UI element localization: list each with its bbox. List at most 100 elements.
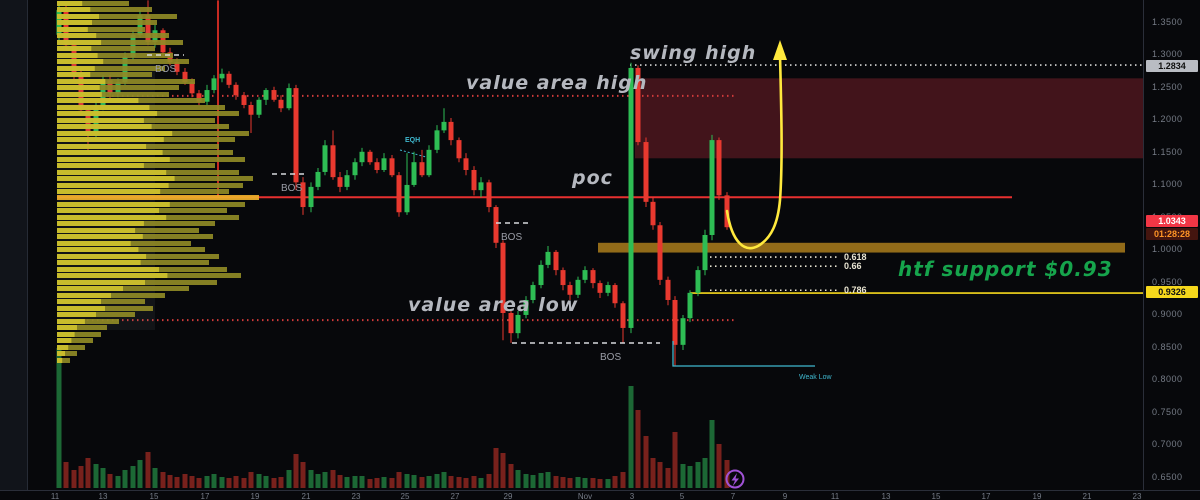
- profile-row-bright: [57, 234, 143, 239]
- poc-annotation[interactable]: poc: [572, 167, 613, 189]
- time-tick: 27: [450, 492, 460, 500]
- volume-bar: [575, 477, 581, 488]
- time-tick: 5: [679, 492, 685, 500]
- profile-row-bright: [57, 273, 168, 278]
- profile-row-bright: [57, 267, 159, 272]
- candle-body: [657, 225, 663, 280]
- htf-support-annotation[interactable]: htf support $0.93: [898, 257, 1113, 281]
- price-tick: 1.2000: [1152, 114, 1183, 125]
- volume-bar: [665, 468, 671, 488]
- volume-bar: [93, 464, 99, 488]
- candle-body: [337, 177, 343, 187]
- price-axis[interactable]: 1.35001.30001.25001.20001.15001.10001.05…: [1143, 0, 1200, 490]
- price-tick: 0.8000: [1152, 374, 1183, 385]
- profile-row-bright: [57, 228, 136, 233]
- volume-bar: [174, 477, 180, 488]
- profile-row-bright: [57, 351, 65, 356]
- volume-bar: [100, 468, 106, 488]
- volume-bar: [263, 476, 269, 488]
- time-tick: Nov: [577, 492, 593, 500]
- profile-row: [57, 332, 101, 337]
- fib-label: 0.618: [844, 252, 867, 262]
- profile-row-bright: [57, 111, 158, 116]
- price-tick: 0.6500: [1152, 471, 1183, 482]
- volume-bar: [508, 464, 514, 488]
- profile-row-bright: [57, 72, 91, 77]
- weak-low-marker[interactable]: Weak Low: [672, 341, 832, 381]
- profile-row: [57, 79, 195, 84]
- volume-bar: [620, 472, 626, 488]
- time-axis[interactable]: 11 13 15 17 19 21 23 25 27 29 Nov 3 5 7 9 11 13 15 17 19 21 2…: [0, 490, 1200, 500]
- volume-bar: [396, 472, 402, 488]
- candle-body: [174, 62, 180, 72]
- volume-bar: [322, 472, 328, 488]
- arrow-curve: [725, 52, 783, 250]
- eqh-label: EQH: [405, 137, 420, 144]
- candle-body: [545, 251, 551, 265]
- price-tick: 0.9000: [1152, 309, 1183, 320]
- candle-body: [508, 312, 514, 334]
- bos-marker[interactable]: BOS: [512, 342, 660, 363]
- support-price-label[interactable]: 0.9326: [1146, 286, 1198, 298]
- boost-badge-icon[interactable]: [725, 469, 745, 489]
- volume-bar: [204, 476, 210, 488]
- volume-bar: [635, 410, 641, 488]
- volume-bar: [130, 466, 136, 488]
- profile-row-bright: [57, 20, 92, 25]
- profile-row-bright: [57, 189, 161, 194]
- profile-row-bright: [57, 319, 85, 324]
- profile-row-bright: [57, 79, 106, 84]
- eqh-marker[interactable]: EQH: [399, 137, 427, 158]
- volume-bar: [716, 444, 722, 488]
- volume-bar: [56, 348, 62, 488]
- bos-label: BOS: [281, 183, 302, 194]
- bos-marker[interactable]: BOS: [147, 54, 184, 75]
- volume-bar: [330, 470, 336, 488]
- time-tick: 25: [400, 492, 410, 500]
- profile-row: [57, 33, 169, 38]
- candle-body: [233, 84, 239, 96]
- volume-bar: [271, 478, 277, 488]
- demand-band[interactable]: [598, 242, 1125, 253]
- profile-row-bright: [57, 53, 98, 58]
- price-tick: 0.9500: [1152, 276, 1183, 287]
- bos-marker[interactable]: BOS: [496, 222, 528, 243]
- volume-bar: [78, 466, 84, 488]
- value-area-high-annotation[interactable]: value area high: [466, 72, 648, 94]
- volume-bar: [167, 475, 173, 488]
- profile-row: [57, 85, 179, 90]
- volume-bar: [419, 477, 425, 488]
- profile-row-bright: [57, 247, 139, 252]
- price-tick: 1.1500: [1152, 146, 1183, 157]
- volume-bar: [672, 432, 678, 488]
- volume-bar: [256, 474, 262, 488]
- last-price-label[interactable]: 1.0343: [1146, 215, 1198, 227]
- value-area-low-annotation[interactable]: value area low: [408, 294, 579, 316]
- volume-bar: [308, 470, 314, 488]
- projection-arrow[interactable]: [725, 40, 787, 250]
- time-tick: 13: [881, 492, 891, 500]
- candle-body: [211, 78, 217, 91]
- profile-row-bright: [57, 170, 167, 175]
- swing-high-price-label[interactable]: 1.2834: [1146, 60, 1198, 72]
- bos-marker[interactable]: BOS: [272, 173, 308, 194]
- candle-body: [709, 140, 715, 235]
- eqh-dashed-line: [399, 149, 427, 158]
- volume-bar: [590, 478, 596, 488]
- left-edge-strip: [0, 0, 28, 500]
- candle-body: [330, 145, 336, 178]
- volume-bar: [71, 470, 77, 488]
- price-tick: 1.3500: [1152, 16, 1183, 27]
- candle-body: [389, 158, 395, 176]
- profile-row-bright: [57, 1, 83, 6]
- swing-high-annotation[interactable]: swing high: [630, 42, 757, 64]
- candle-body: [293, 88, 299, 183]
- candle-body: [315, 171, 321, 187]
- profile-row: [57, 1, 129, 6]
- profile-row-bright: [57, 98, 139, 103]
- volume-bar: [628, 386, 634, 488]
- candle-body: [471, 169, 477, 191]
- candle-body: [478, 182, 484, 191]
